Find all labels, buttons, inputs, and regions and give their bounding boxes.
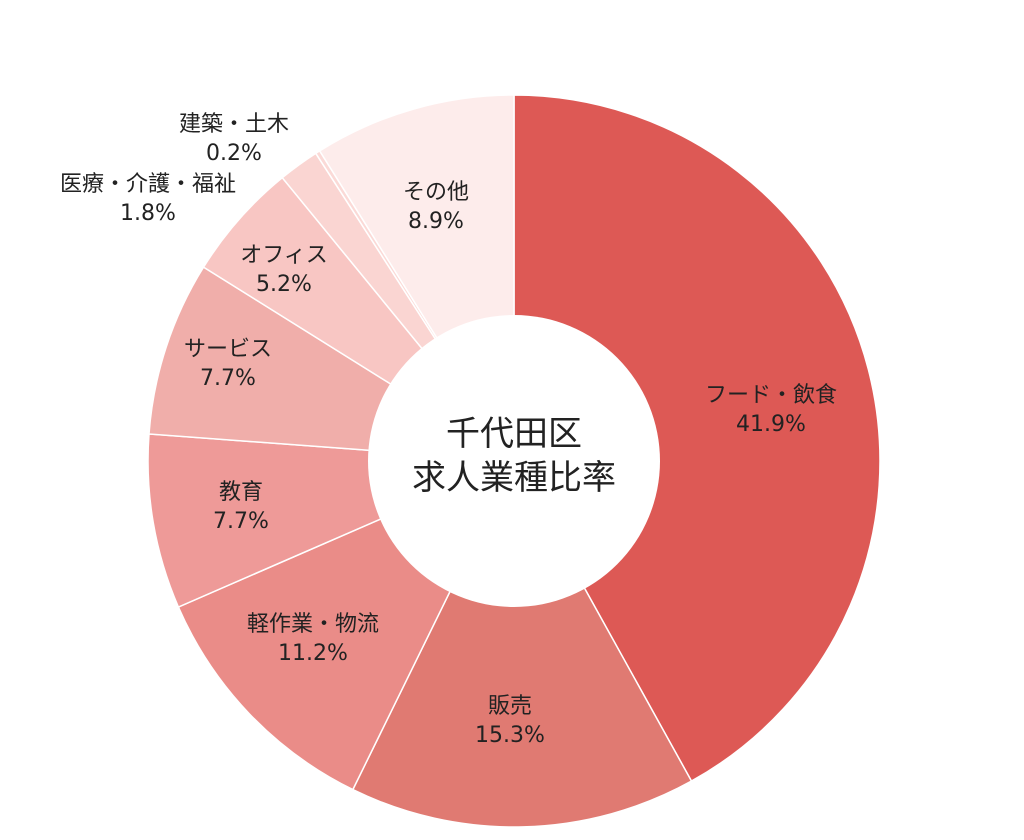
slice-label-1: 販売 <box>488 694 532 719</box>
slice-label-2: 軽作業・物流 <box>247 612 379 637</box>
slice-value-4: 7.7% <box>200 366 256 391</box>
slice-label-0: フード・飲食 <box>705 383 837 408</box>
slice-label-8: その他 <box>403 180 469 205</box>
donut-hole <box>368 315 660 607</box>
center-title-line-2: 求人業種比率 <box>412 458 616 498</box>
slice-value-7: 0.2% <box>206 141 262 166</box>
slice-value-2: 11.2% <box>278 641 348 666</box>
slice-0 <box>513 94 881 783</box>
slice-label-6: 医療・介護・福祉 <box>60 172 236 197</box>
slice-label-4: サービス <box>184 337 272 362</box>
slice-label-7: 建築・土木 <box>179 112 289 137</box>
slice-value-1: 15.3% <box>475 723 545 748</box>
center-title-line-1: 千代田区 <box>446 414 582 454</box>
slice-1 <box>351 459 693 828</box>
slice-label-3: 教育 <box>219 480 263 505</box>
slice-value-8: 8.9% <box>408 209 464 234</box>
slice-value-5: 5.2% <box>256 272 312 297</box>
slice-value-6: 1.8% <box>120 201 176 226</box>
labels-group: フード・飲食 41.9% 販売 15.3% 軽作業・物流 11.2% 教育 7.7% サービス 7… <box>60 112 837 748</box>
slice-label-5: オフィス <box>240 243 328 268</box>
slice-value-3: 7.7% <box>213 509 269 534</box>
slice-value-0: 41.9% <box>736 412 806 437</box>
